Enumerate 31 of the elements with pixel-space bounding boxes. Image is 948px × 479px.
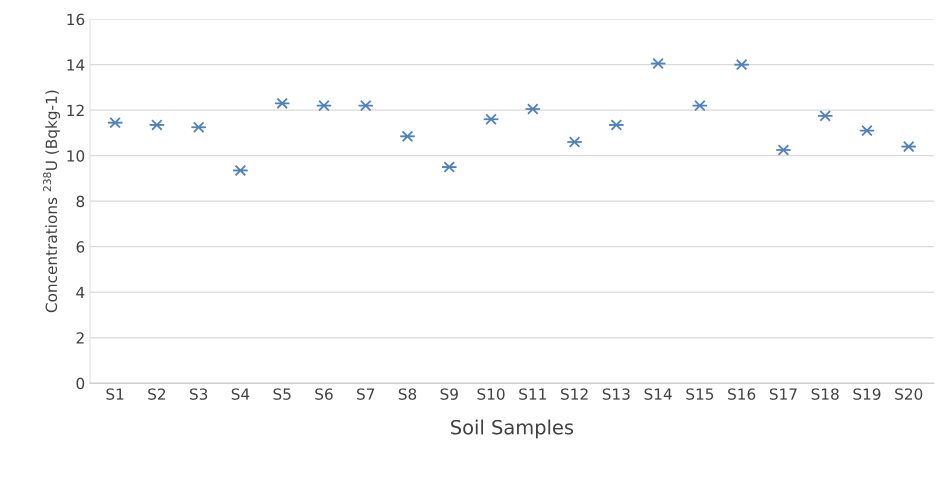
x-tick-label: S10 [477,388,505,400]
x-tick-label: S15 [686,388,714,400]
y-tick-label: 0 [76,378,84,390]
x-tick-label: S19 [853,388,880,400]
x-tick-label: S18 [812,388,839,400]
x-tick-label: S13 [602,388,630,400]
y-axis-title: Concentrations $^{238}$U (Bqkg-1) [43,90,60,312]
y-tick-label: 8 [76,196,84,208]
x-tick-label: S5 [273,388,291,400]
x-tick-label: S20 [895,388,922,400]
x-tick-label: S16 [728,388,756,400]
x-tick-label: S17 [770,388,797,400]
x-tick-label: S14 [644,388,672,400]
y-tick-label: 12 [67,104,84,116]
y-tick-label: 16 [67,14,84,26]
x-tick-label: S3 [190,388,208,400]
y-tick-label: 14 [67,59,84,70]
y-tick-label: 4 [76,286,84,298]
y-tick-label: 10 [67,150,84,162]
x-tick-label: S7 [357,388,374,400]
x-tick-label: S12 [561,388,588,400]
x-tick-label: S6 [315,388,333,400]
x-tick-label: S11 [519,388,546,400]
y-tick-label: 6 [76,241,84,253]
x-tick-label: S8 [398,388,416,400]
x-axis-title: Soil Samples [451,420,574,438]
x-tick-label: S4 [232,388,250,400]
y-tick-label: 2 [76,332,84,344]
x-tick-label: S9 [440,388,458,400]
x-tick-label: S1 [106,388,124,400]
x-tick-label: S2 [148,388,166,400]
